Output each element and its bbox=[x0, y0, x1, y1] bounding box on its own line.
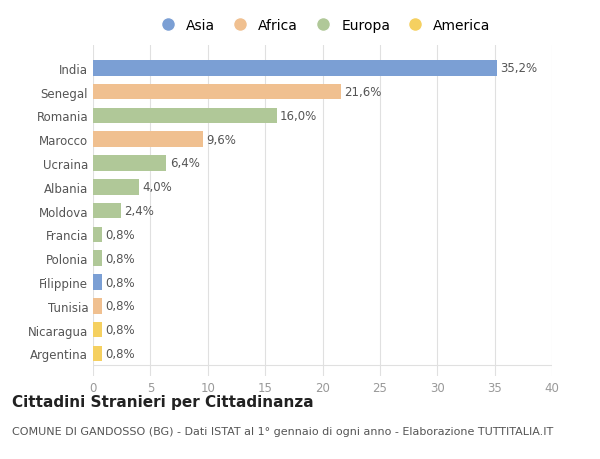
Bar bbox=[93, 132, 203, 148]
Text: 0,8%: 0,8% bbox=[106, 324, 135, 336]
Text: 21,6%: 21,6% bbox=[344, 86, 382, 99]
Text: 16,0%: 16,0% bbox=[280, 110, 317, 123]
Bar bbox=[93, 298, 102, 314]
Text: 0,8%: 0,8% bbox=[106, 252, 135, 265]
Bar bbox=[93, 179, 139, 195]
Text: 4,0%: 4,0% bbox=[142, 181, 172, 194]
Bar bbox=[93, 274, 102, 290]
Bar bbox=[93, 203, 121, 219]
Bar bbox=[93, 346, 102, 361]
Text: 35,2%: 35,2% bbox=[500, 62, 538, 75]
Legend: Asia, Africa, Europa, America: Asia, Africa, Europa, America bbox=[151, 17, 494, 36]
Text: 0,8%: 0,8% bbox=[106, 300, 135, 313]
Bar bbox=[93, 322, 102, 338]
Bar bbox=[93, 251, 102, 266]
Bar bbox=[93, 61, 497, 76]
Bar bbox=[93, 227, 102, 243]
Bar bbox=[93, 108, 277, 124]
Text: 0,8%: 0,8% bbox=[106, 347, 135, 360]
Text: 0,8%: 0,8% bbox=[106, 229, 135, 241]
Text: 6,4%: 6,4% bbox=[170, 157, 200, 170]
Text: COMUNE DI GANDOSSO (BG) - Dati ISTAT al 1° gennaio di ogni anno - Elaborazione T: COMUNE DI GANDOSSO (BG) - Dati ISTAT al … bbox=[12, 426, 553, 436]
Bar bbox=[93, 156, 166, 171]
Bar bbox=[93, 84, 341, 100]
Text: Cittadini Stranieri per Cittadinanza: Cittadini Stranieri per Cittadinanza bbox=[12, 394, 314, 409]
Text: 0,8%: 0,8% bbox=[106, 276, 135, 289]
Text: 2,4%: 2,4% bbox=[124, 205, 154, 218]
Text: 9,6%: 9,6% bbox=[206, 134, 236, 146]
